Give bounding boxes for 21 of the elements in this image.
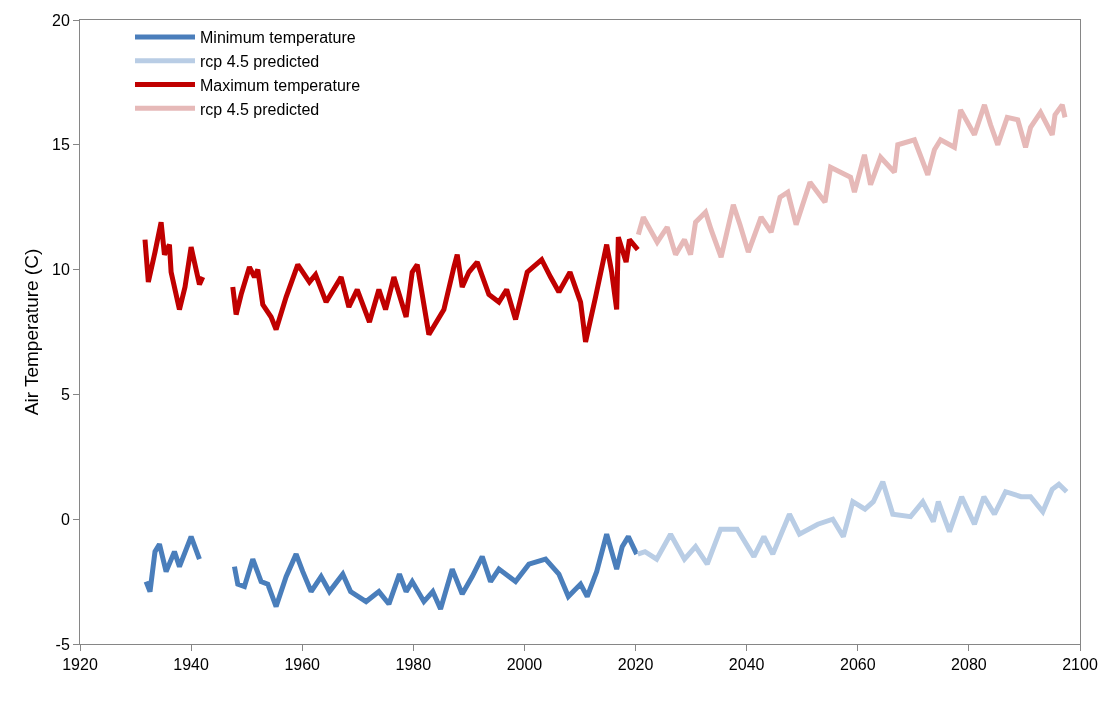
y-tick-label: 0: [60, 510, 70, 528]
y-axis-title: Air Temperature (C): [20, 248, 42, 416]
y-tick-label: 5: [60, 386, 70, 403]
x-tick-label: 2100: [1062, 656, 1098, 674]
legend-label: rcp 4.5 predicted: [200, 52, 320, 70]
legend-label: rcp 4.5 predicted: [200, 100, 320, 118]
y-tick-label: 20: [52, 11, 70, 29]
x-tick-label: 2080: [951, 656, 987, 674]
y-tick-label: -5: [55, 635, 70, 653]
x-tick-label: 2040: [728, 656, 765, 674]
x-tick-label: 2000: [506, 656, 543, 674]
y-tick-label: 15: [52, 136, 70, 154]
x-tick-label: 1940: [173, 656, 210, 674]
x-tick-label: 1960: [284, 656, 321, 674]
x-tick-label: 1920: [62, 656, 98, 674]
x-tick-label: 2060: [839, 656, 876, 674]
y-tick-label: 10: [52, 261, 70, 279]
legend-label: Minimum temperature: [200, 29, 356, 47]
legend-label: Maximum temperature: [200, 76, 361, 94]
x-tick-label: 2020: [617, 656, 654, 674]
x-tick-label: 1980: [395, 656, 432, 674]
